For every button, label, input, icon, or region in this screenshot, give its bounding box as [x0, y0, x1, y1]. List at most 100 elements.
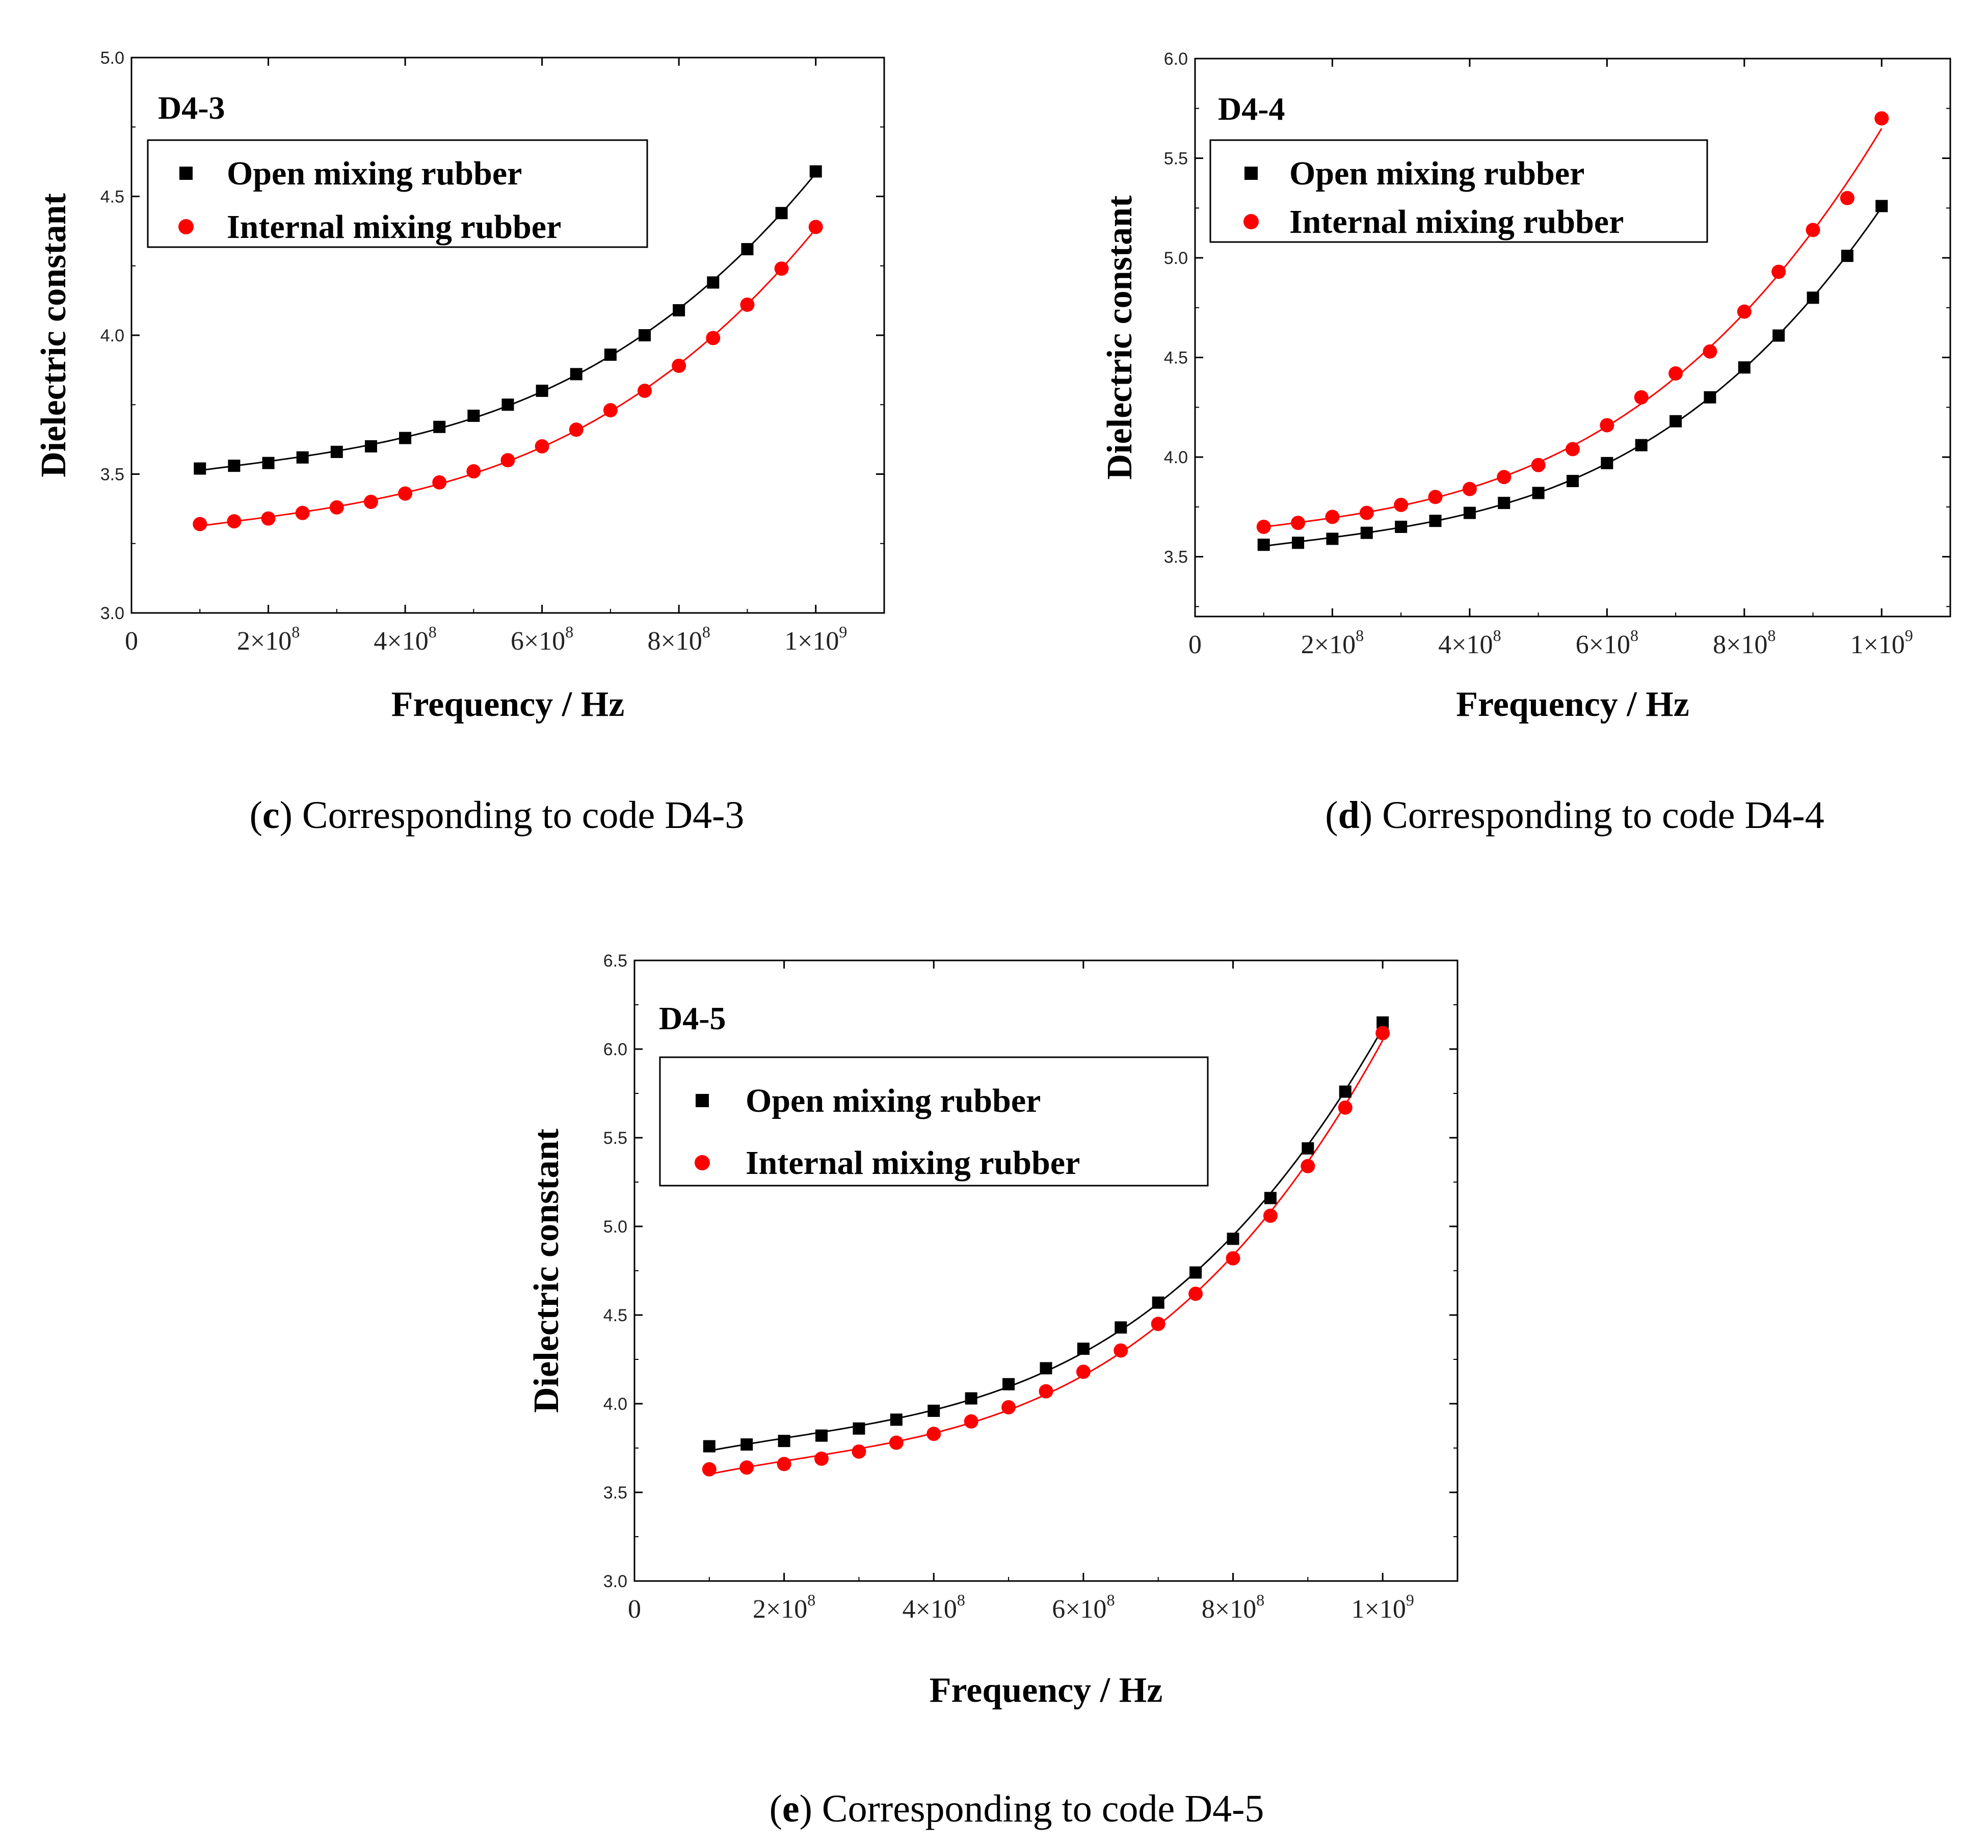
plot-frame: [633, 959, 1459, 1582]
x-tick-mantissa: 6×10: [1576, 630, 1630, 659]
data-point-open-mixing: [1264, 1192, 1277, 1204]
data-point-internal-mixing: [1394, 498, 1409, 512]
y-tick-label: 3.0: [603, 1572, 627, 1591]
data-point-open-mixing: [194, 462, 206, 475]
legend-label: Open mixing rubber: [746, 1082, 1041, 1119]
legend-marker-internal: [178, 219, 194, 234]
x-tick-exponent: 8: [291, 623, 300, 641]
y-tick-label: 4.5: [603, 1306, 627, 1325]
data-point-internal-mixing: [774, 261, 789, 276]
data-point-open-mixing: [1738, 361, 1751, 374]
data-point-open-mixing: [965, 1392, 977, 1405]
data-point-open-mixing: [927, 1404, 940, 1417]
x-tick-exponent: 8: [1630, 626, 1638, 645]
x-tick-mantissa: 8×10: [648, 627, 702, 656]
y-axis-title: Dielectric constant: [1100, 196, 1139, 480]
data-point-open-mixing: [1532, 487, 1545, 499]
x-axis-title: Frequency / Hz: [930, 1671, 1163, 1710]
caption-text: Corresponding to code D4-3: [302, 794, 745, 837]
y-tick-label: 6.0: [603, 1040, 627, 1059]
data-point-open-mixing: [604, 349, 617, 361]
data-point-open-mixing: [1772, 329, 1785, 342]
y-tick-label: 4.0: [100, 326, 124, 345]
x-tick-label: 6×108: [1576, 626, 1638, 659]
legend-label: Internal mixing rubber: [746, 1144, 1080, 1182]
x-tick-label: 1×109: [784, 623, 847, 656]
data-point-internal-mixing: [964, 1414, 978, 1429]
data-point-internal-mixing: [1634, 390, 1649, 405]
data-point-open-mixing: [1429, 515, 1442, 527]
panel-title: D4-5: [659, 1000, 726, 1036]
panel-title: D4-3: [158, 90, 225, 126]
x-tick-exponent: 8: [702, 623, 710, 641]
data-point-internal-mixing: [1151, 1317, 1165, 1331]
data-point-internal-mixing: [1325, 510, 1340, 524]
data-point-internal-mixing: [1531, 458, 1546, 472]
x-axis-title: Frequency / Hz: [391, 685, 625, 724]
data-point-internal-mixing: [603, 403, 618, 418]
data-point-internal-mixing: [777, 1457, 791, 1471]
data-point-open-mixing: [1704, 391, 1716, 404]
data-point-open-mixing: [1635, 439, 1648, 451]
x-tick-mantissa: 8×10: [1202, 1595, 1256, 1624]
legend-marker-open: [1244, 167, 1258, 180]
caption-text: Corresponding to code D4-4: [1382, 794, 1824, 837]
x-tick-label: 8×108: [1713, 626, 1775, 659]
data-point-internal-mixing: [1301, 1159, 1315, 1173]
data-point-open-mixing: [1002, 1378, 1015, 1390]
data-point-internal-mixing: [1359, 505, 1374, 520]
data-point-open-mixing: [778, 1435, 790, 1448]
x-tick-exponent: 9: [839, 623, 847, 641]
caption-text: Corresponding to code D4-5: [822, 1787, 1264, 1830]
x-tick-exponent: 8: [1107, 1591, 1115, 1609]
data-point-internal-mixing: [1600, 418, 1614, 433]
data-point-internal-mixing: [739, 1460, 754, 1475]
x-tick-exponent: 8: [957, 1591, 965, 1609]
data-point-open-mixing: [775, 207, 788, 220]
data-point-internal-mixing: [740, 298, 755, 312]
x-tick-mantissa: 1×10: [784, 627, 839, 656]
data-point-open-mixing: [1257, 539, 1270, 551]
data-point-open-mixing: [330, 445, 343, 458]
data-point-internal-mixing: [706, 331, 721, 345]
x-tick-label: 4×108: [374, 623, 436, 656]
x-tick-exponent: 8: [807, 1591, 815, 1609]
y-tick-label: 5.5: [1164, 149, 1188, 169]
data-point-internal-mixing: [227, 514, 242, 529]
data-point-internal-mixing: [889, 1435, 904, 1450]
data-point-internal-mixing: [926, 1427, 941, 1441]
data-point-internal-mixing: [1771, 264, 1786, 279]
fit-curve-open: [1263, 207, 1883, 547]
data-point-internal-mixing: [1114, 1343, 1128, 1358]
y-tick-label: 4.0: [1164, 448, 1188, 467]
y-tick-label: 4.5: [1164, 349, 1188, 368]
data-point-internal-mixing: [569, 422, 584, 437]
x-tick-exponent: 8: [1493, 626, 1501, 645]
figure-caption: (e) Corresponding to code D4-5: [770, 1787, 1264, 1830]
legend-marker-open: [179, 167, 193, 180]
y-tick-label: 5.5: [603, 1129, 627, 1148]
data-point-open-mixing: [1567, 475, 1579, 488]
legend-box: [147, 139, 648, 248]
legend-marker-internal: [695, 1155, 710, 1170]
y-tick-label: 6.0: [1164, 49, 1188, 69]
data-point-open-mixing: [639, 329, 651, 341]
data-point-internal-mixing: [702, 1462, 717, 1477]
chart-panel-d4-5: 3.03.54.04.55.05.56.06.50 2×108 4×108 6×108…: [527, 951, 1459, 1830]
data-point-internal-mixing: [1462, 481, 1477, 496]
x-tick-mantissa: 2×10: [237, 627, 291, 656]
data-point-open-mixing: [1498, 497, 1510, 510]
y-axis-title: Dielectric constant: [527, 1129, 566, 1413]
data-point-open-mixing: [228, 460, 241, 472]
data-point-internal-mixing: [638, 384, 652, 398]
data-point-open-mixing: [1601, 457, 1613, 469]
x-tick-mantissa: 4×10: [1438, 630, 1493, 659]
data-point-internal-mixing: [329, 500, 344, 515]
data-point-open-mixing: [1395, 521, 1408, 533]
data-point-open-mixing: [1841, 250, 1853, 262]
data-point-open-mixing: [673, 304, 685, 316]
fit-curve-internal: [200, 228, 816, 527]
data-point-open-mixing: [1463, 506, 1476, 519]
data-point-internal-mixing: [1188, 1287, 1203, 1301]
data-point-open-mixing: [853, 1422, 865, 1435]
